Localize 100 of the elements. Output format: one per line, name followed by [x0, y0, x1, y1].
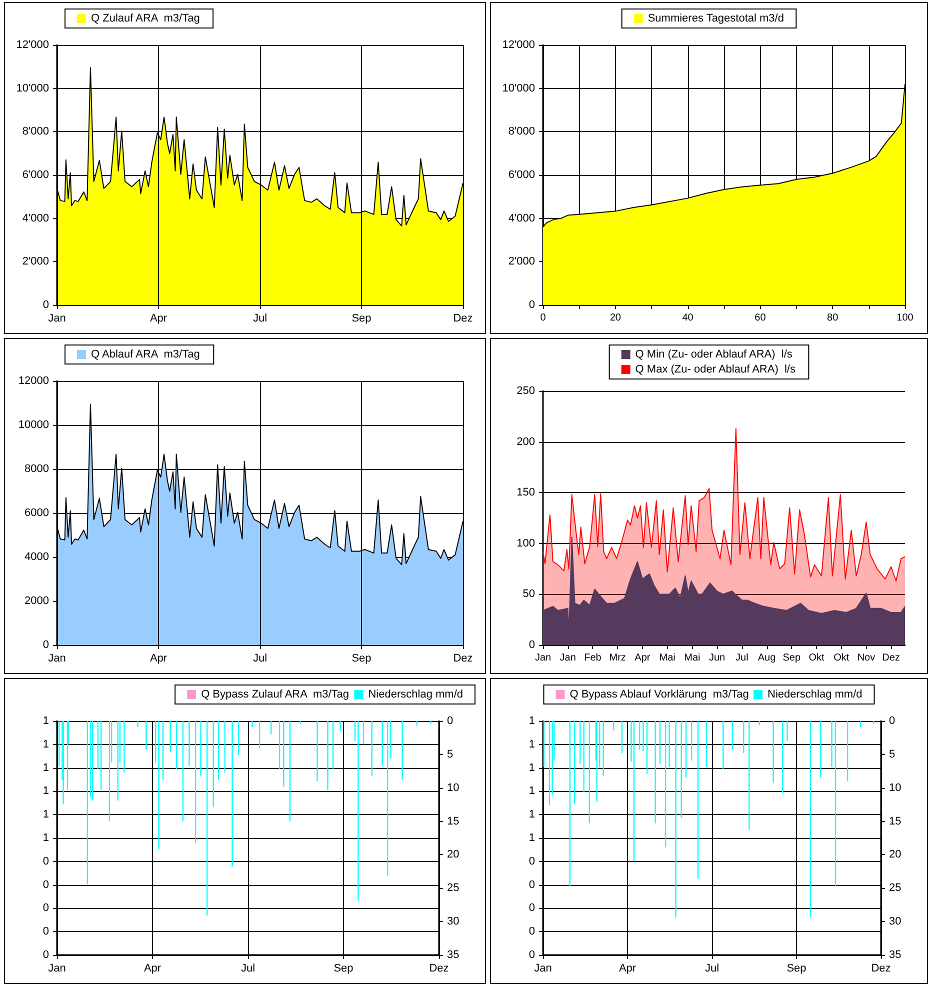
- y-tick-label: 0: [528, 639, 535, 651]
- x-tick-label: Jul: [704, 962, 720, 974]
- x-tick-label: Dez: [453, 652, 473, 664]
- x-tick-label: Sep: [352, 312, 372, 324]
- x-tick-label: Jul: [252, 652, 268, 664]
- y-tick-label: 250: [516, 385, 535, 397]
- x-tick-label: Apr: [150, 312, 168, 324]
- y-tick-label: 1: [42, 808, 49, 821]
- y2-tick-label: 5: [447, 748, 454, 760]
- y-tick-label: 0: [42, 926, 49, 938]
- y-tick-label: 2'000: [22, 256, 49, 268]
- y2-tick-label: 5: [889, 748, 896, 760]
- y-tick-label: 0: [528, 949, 535, 961]
- x-tick-label: Sep: [352, 652, 372, 664]
- y-tick-label: 1: [528, 738, 535, 750]
- x-tick-label: Jul: [240, 962, 256, 974]
- x-tick-label: Dez: [453, 312, 473, 324]
- legend-label: Summieres Tagestotal m3/d: [648, 12, 784, 24]
- y2-tick-label: 30: [889, 916, 902, 928]
- x-tick-label: Apr: [618, 962, 636, 974]
- y-tick-label: 8'000: [22, 126, 49, 138]
- y-tick-label: 0: [528, 878, 535, 891]
- x-tick-label: Dez: [429, 962, 449, 974]
- y-tick-label: 12000: [18, 375, 49, 387]
- y-tick-label: 1: [528, 808, 535, 821]
- x-tick-label: Apr: [150, 652, 168, 664]
- x-tick-label: Mai: [659, 652, 676, 664]
- legend-label: Niederschlag mm/d: [368, 688, 464, 700]
- x-tick-label: Mrz: [609, 652, 626, 664]
- x-tick-label: 60: [754, 312, 766, 324]
- y-tick-label: 1: [528, 715, 535, 727]
- y-tick-label: 1: [42, 738, 49, 750]
- y-tick-label: 0: [42, 299, 49, 311]
- y-tick-label: 0: [42, 639, 49, 651]
- x-tick-label: 100: [896, 312, 914, 324]
- y-tick-label: 6'000: [22, 169, 49, 181]
- y-tick-label: 6'000: [508, 169, 535, 181]
- y2-tick-label: 35: [447, 949, 460, 961]
- y-tick-label: 1: [42, 762, 49, 774]
- y-tick-label: 4'000: [508, 212, 535, 224]
- x-tick-label: Okt: [834, 652, 850, 664]
- x-tick-label: Aug: [758, 652, 776, 664]
- x-tick-label: 20: [610, 312, 622, 324]
- y-tick-label: 8'000: [508, 126, 535, 138]
- y-tick-label: 0: [528, 902, 535, 914]
- y-tick-label: 12'000: [502, 39, 535, 51]
- y-tick-label: 200: [516, 436, 535, 448]
- y-tick-label: 10'000: [502, 82, 535, 94]
- y-tick-label: 0: [528, 926, 535, 938]
- y2-tick-label: 20: [447, 848, 460, 861]
- y-tick-label: 2'000: [508, 256, 535, 268]
- x-tick-label: 80: [827, 312, 839, 324]
- y2-tick-label: 15: [889, 815, 902, 828]
- y-tick-label: 150: [516, 486, 535, 499]
- y-tick-label: 8000: [24, 463, 49, 475]
- y-tick-label: 50: [522, 588, 535, 600]
- y2-tick-label: 35: [889, 949, 902, 961]
- y-tick-label: 10000: [18, 419, 49, 431]
- y-tick-label: 0: [42, 949, 49, 961]
- y-tick-label: 1: [42, 715, 49, 727]
- x-tick-label: Jan: [560, 652, 576, 664]
- y-tick-label: 1: [42, 785, 49, 798]
- y-tick-label: 0: [42, 902, 49, 914]
- y2-tick-label: 25: [889, 882, 902, 894]
- y-tick-label: 4000: [24, 551, 49, 563]
- x-tick-label: Okt: [808, 652, 824, 664]
- x-tick-label: Sep: [786, 962, 806, 974]
- legend-label: Q Max (Zu- oder Ablauf ARA) l/s: [635, 364, 796, 376]
- y-tick-label: 1: [528, 832, 535, 844]
- y2-tick-label: 0: [447, 715, 454, 727]
- y-tick-label: 1: [528, 785, 535, 798]
- x-tick-label: Dez: [882, 652, 900, 664]
- x-tick-label: Jan: [48, 312, 66, 324]
- legend-label: Q Zulauf ARA m3/Tag: [91, 12, 200, 24]
- y-tick-label: 0: [42, 855, 49, 868]
- x-tick-label: Sep: [782, 652, 801, 664]
- x-tick-label: Jul: [252, 312, 268, 324]
- legend-label: Q Bypass Zulauf ARA m3/Tag: [201, 688, 350, 700]
- y-tick-label: 1: [528, 762, 535, 774]
- x-tick-label: Apr: [634, 652, 651, 664]
- x-tick-label: Feb: [584, 652, 602, 664]
- legend-label: Niederschlag mm/d: [768, 688, 862, 700]
- y2-tick-label: 25: [447, 882, 460, 894]
- x-tick-label: 0: [540, 312, 546, 324]
- y-tick-label: 12'000: [16, 39, 49, 51]
- x-tick-label: 40: [682, 312, 694, 324]
- y2-tick-label: 20: [889, 848, 902, 861]
- y-tick-label: 6000: [24, 507, 49, 519]
- y-tick-label: 0: [528, 855, 535, 868]
- x-tick-label: Jul: [736, 652, 748, 664]
- y-tick-label: 0: [42, 878, 49, 891]
- x-tick-label: Jun: [708, 652, 726, 664]
- x-tick-label: Dez: [871, 962, 891, 974]
- legend-label: Q Bypass Ablauf Vorklärung m3/Tag: [570, 688, 749, 700]
- y-tick-label: 2000: [24, 595, 49, 607]
- y2-tick-label: 10: [889, 782, 902, 794]
- x-tick-label: Nov: [857, 652, 876, 664]
- y2-tick-label: 10: [447, 782, 460, 794]
- x-tick-label: Sep: [334, 962, 354, 974]
- x-tick-label: Apr: [144, 962, 162, 974]
